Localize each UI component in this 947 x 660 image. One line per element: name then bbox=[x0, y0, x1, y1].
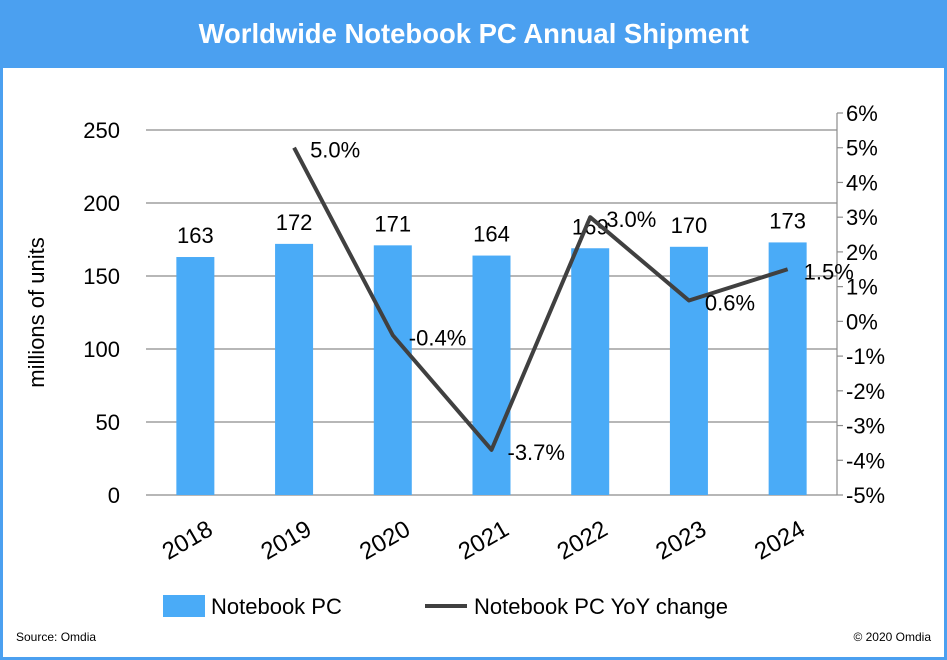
y-tick-label: 0 bbox=[108, 483, 120, 508]
x-tick-label: 2020 bbox=[355, 515, 415, 565]
y2-tick-label: 3% bbox=[846, 205, 878, 230]
bar bbox=[373, 245, 412, 495]
yoy-value-label: 0.6% bbox=[705, 291, 755, 316]
y-tick-label: 100 bbox=[83, 337, 120, 362]
bar bbox=[768, 242, 807, 495]
x-tick-label: 2021 bbox=[454, 515, 514, 565]
bar-value-label: 172 bbox=[276, 210, 313, 235]
yoy-value-label: 5.0% bbox=[310, 138, 360, 163]
x-tick-label: 2023 bbox=[651, 515, 711, 565]
bar bbox=[176, 257, 215, 495]
yoy-value-label: -3.7% bbox=[508, 440, 565, 465]
yoy-value-label: 1.5% bbox=[804, 259, 854, 284]
legend-bar-label: Notebook PC bbox=[211, 594, 342, 619]
y2-tick-label: 1% bbox=[846, 275, 878, 300]
bar bbox=[275, 243, 314, 495]
yoy-value-label: 3.0% bbox=[606, 207, 656, 232]
bar bbox=[571, 248, 610, 495]
bar-value-label: 171 bbox=[374, 211, 411, 236]
legend-bar-swatch bbox=[163, 595, 205, 617]
bar-value-label: 164 bbox=[473, 222, 510, 247]
y-tick-label: 250 bbox=[83, 118, 120, 143]
y2-tick-label: 2% bbox=[846, 240, 878, 265]
source-note: Source: Omdia bbox=[16, 630, 97, 644]
x-tick-label: 2024 bbox=[750, 515, 810, 565]
y2-tick-label: 4% bbox=[846, 170, 878, 195]
y2-tick-label: 6% bbox=[846, 101, 878, 126]
y-tick-label: 50 bbox=[96, 410, 120, 435]
y2-tick-label: -3% bbox=[846, 414, 885, 439]
x-tick-label: 2022 bbox=[553, 515, 613, 565]
x-tick-label: 2019 bbox=[256, 515, 316, 565]
y-axis-title: millions of units bbox=[24, 237, 49, 387]
y-tick-label: 150 bbox=[83, 264, 120, 289]
y2-tick-label: -1% bbox=[846, 344, 885, 369]
copyright-note: © 2020 Omdia bbox=[853, 630, 931, 644]
bar-value-label: 173 bbox=[769, 208, 806, 233]
yoy-value-label: -0.4% bbox=[409, 325, 466, 350]
y2-tick-label: -4% bbox=[846, 448, 885, 473]
y2-tick-label: 5% bbox=[846, 136, 878, 161]
x-tick-label: 2018 bbox=[158, 515, 218, 565]
bar-value-label: 163 bbox=[177, 223, 214, 248]
legend-line-label: Notebook PC YoY change bbox=[474, 594, 728, 619]
chart-title: Worldwide Notebook PC Annual Shipment bbox=[198, 18, 749, 49]
bar bbox=[669, 246, 708, 495]
y-tick-label: 200 bbox=[83, 191, 120, 216]
y2-tick-label: 0% bbox=[846, 309, 878, 334]
bar bbox=[472, 255, 511, 495]
y2-tick-label: -2% bbox=[846, 379, 885, 404]
bar-value-label: 170 bbox=[671, 213, 708, 238]
title-bar: Worldwide Notebook PC Annual Shipment bbox=[0, 0, 947, 68]
yoy-line bbox=[292, 146, 789, 452]
y2-tick-label: -5% bbox=[846, 483, 885, 508]
